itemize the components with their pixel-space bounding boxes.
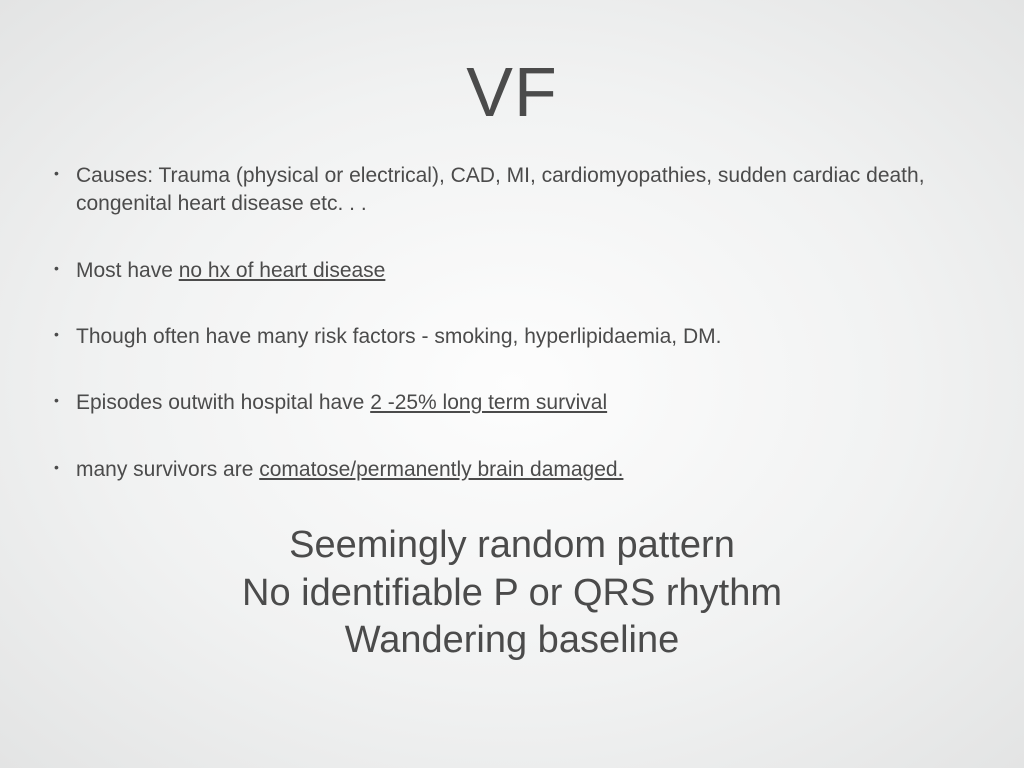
- bullet-item: many survivors are comatose/permanently …: [48, 456, 976, 484]
- bullet-item: Though often have many risk factors - sm…: [48, 323, 976, 351]
- bullet-text-underline: 2 -25% long term survival: [370, 391, 607, 414]
- slide: VF Causes: Trauma (physical or electrica…: [0, 0, 1024, 768]
- bullet-item: Most have no hx of heart disease: [48, 257, 976, 285]
- bullet-text-pre: many survivors are: [76, 458, 259, 481]
- bullet-text-pre: Most have: [76, 259, 179, 282]
- bullet-list: Causes: Trauma (physical or electrical),…: [0, 162, 1024, 484]
- summary-line: Wandering baseline: [0, 617, 1024, 665]
- summary-block: Seemingly random pattern No identifiable…: [0, 522, 1024, 665]
- bullet-text-pre: Episodes outwith hospital have: [76, 391, 370, 414]
- bullet-text-pre: Though often have many risk factors - sm…: [76, 325, 721, 348]
- bullet-item: Causes: Trauma (physical or electrical),…: [48, 162, 976, 219]
- bullet-item: Episodes outwith hospital have 2 -25% lo…: [48, 389, 976, 417]
- bullet-text-underline: no hx of heart disease: [179, 259, 386, 282]
- summary-line: No identifiable P or QRS rhythm: [0, 570, 1024, 618]
- summary-line: Seemingly random pattern: [0, 522, 1024, 570]
- bullet-text-underline: comatose/permanently brain damaged.: [259, 458, 623, 481]
- slide-title: VF: [0, 0, 1024, 132]
- bullet-text-pre: Causes: Trauma (physical or electrical),…: [76, 164, 925, 215]
